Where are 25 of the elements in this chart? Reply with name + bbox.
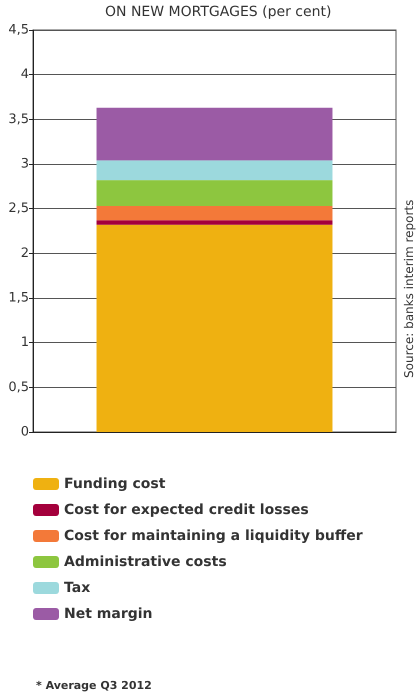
y-tick-label: 0 bbox=[20, 424, 29, 440]
bar bbox=[96, 220, 332, 225]
bar bbox=[96, 180, 332, 206]
legend-label: Tax bbox=[64, 580, 90, 596]
y-tick-label: 4,5 bbox=[8, 22, 29, 38]
bar bbox=[96, 160, 332, 180]
y-tick-label: 3 bbox=[20, 156, 29, 172]
bar bbox=[96, 224, 332, 432]
legend-label: Funding cost bbox=[64, 476, 166, 492]
legend-label: Cost for maintaining a liquidity buffer bbox=[64, 528, 363, 544]
y-tick-label: 3,5 bbox=[8, 112, 29, 127]
text: * Average Q3 2012 bbox=[36, 679, 152, 692]
legend-label: Administrative costs bbox=[64, 554, 227, 570]
y-tick-label: 2 bbox=[20, 246, 29, 261]
y-tick-label: 1 bbox=[20, 335, 29, 350]
legend-label: Cost for expected credit losses bbox=[64, 502, 309, 518]
y-tick-label: 4 bbox=[20, 67, 29, 82]
legend-label: Net margin bbox=[64, 606, 153, 622]
y-tick-label: 0,5 bbox=[8, 380, 29, 395]
y-tick-label: 2,5 bbox=[8, 201, 29, 216]
bar bbox=[96, 206, 332, 220]
bar bbox=[96, 108, 332, 160]
chart-title: ON NEW MORTGAGES (per cent) bbox=[105, 4, 332, 20]
y-tick-label: 1,5 bbox=[8, 290, 29, 306]
source-note: Source: banks interim reports bbox=[402, 200, 416, 378]
